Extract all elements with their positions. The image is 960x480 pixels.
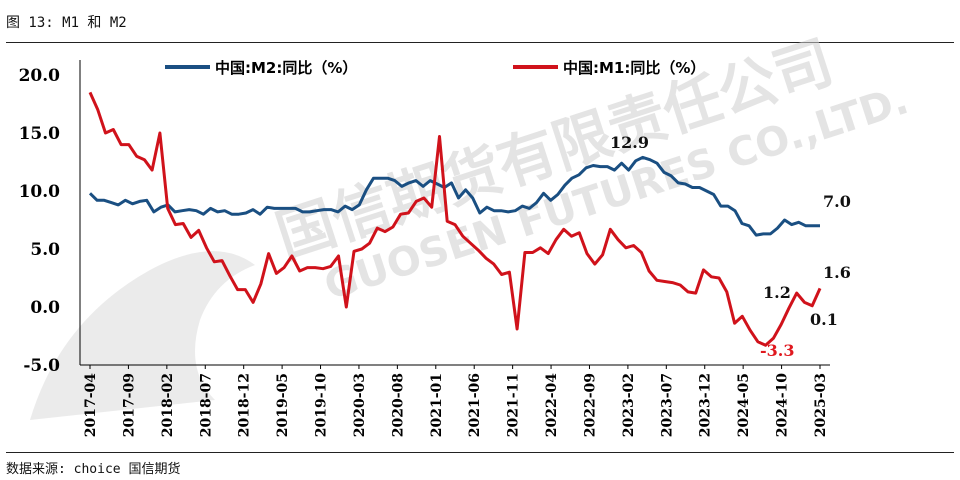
legend-m2-label: 中国:M2:同比（%）: [215, 59, 357, 77]
y-tick-label: 20.0: [19, 66, 61, 86]
label-m2-peak: 12.9: [610, 133, 649, 152]
figure-title: 图 13: M1 和 M2: [6, 15, 127, 31]
x-tick-label: 2023-02: [621, 373, 637, 437]
x-axis-ticks: 2017-04 2017-09 2018-02 2018-07 2018-12 2019-…: [83, 365, 829, 437]
x-tick-label: 2024-10: [775, 373, 791, 438]
x-tick-label: 2018-02: [160, 373, 176, 437]
legend: 中国:M2:同比（%） 中国:M1:同比（%）: [165, 59, 705, 77]
x-tick-label: 2023-07: [659, 373, 675, 437]
y-tick-label: 10.0: [19, 182, 61, 202]
x-tick-label: 2021-06: [467, 373, 483, 437]
bottom-divider: [6, 452, 954, 453]
top-divider: [6, 42, 954, 43]
label-m1-latest: 1.6: [823, 263, 851, 282]
x-tick-label: 2019-05: [275, 373, 291, 437]
watermark-logo-shape: [30, 251, 255, 420]
x-tick-label: 2025-03: [813, 373, 829, 437]
x-tick-label: 2017-04: [83, 373, 99, 438]
x-tick-label: 2020-08: [390, 373, 406, 437]
series-line-m2: [88, 155, 820, 237]
y-tick-label: 5.0: [30, 240, 60, 260]
label-m1-rebound: 1.2: [763, 283, 791, 302]
x-tick-label: 2022-09: [582, 373, 598, 437]
y-tick-label: 0.0: [30, 298, 60, 318]
source-note: 数据来源: choice 国信期货: [6, 462, 181, 477]
x-tick-label: 2018-07: [198, 373, 214, 437]
series-lines: [88, 91, 822, 347]
annotations: 12.9 7.0 1.6 1.2 0.1 -3.3: [610, 133, 851, 360]
y-tick-label: -5.0: [23, 356, 60, 376]
x-tick-label: 2020-03: [352, 373, 368, 437]
legend-m1-label: 中国:M1:同比（%）: [563, 59, 705, 77]
x-tick-label: 2019-10: [314, 373, 330, 438]
series-line-m1: [88, 91, 822, 347]
label-m2-latest: 7.0: [823, 192, 851, 211]
label-m1-low-recent: 0.1: [810, 310, 838, 329]
y-axis-ticks: 20.0 15.0 10.0 5.0 0.0 -5.0: [19, 66, 61, 376]
label-m1-trough: -3.3: [760, 341, 794, 360]
x-tick-label: 2021-01: [429, 373, 445, 437]
x-tick-label: 2023-12: [698, 373, 714, 437]
x-tick-label: 2018-12: [237, 373, 253, 437]
x-tick-label: 2024-05: [736, 373, 752, 437]
x-tick-label: 2017-09: [121, 373, 137, 437]
x-tick-label: 2021-11: [506, 373, 522, 437]
y-tick-label: 15.0: [19, 124, 61, 144]
x-tick-label: 2022-04: [544, 373, 560, 438]
